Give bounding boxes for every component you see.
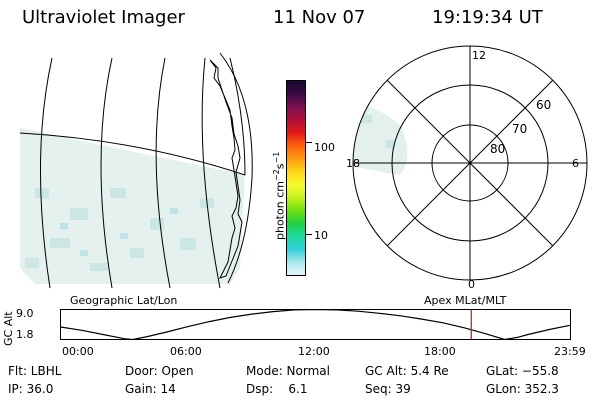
- lat-label-60: 60: [536, 98, 551, 112]
- date-label: 11 Nov 07: [273, 7, 366, 28]
- mlt-label-18: 18: [346, 157, 360, 170]
- status-glon: GLon: 352.3: [486, 382, 559, 396]
- status-ip: IP: 36.0: [8, 382, 54, 396]
- x-tick-0000: 00:00: [62, 345, 94, 358]
- gc-alt-axis-label: GC Alt: [2, 311, 15, 346]
- status-door: Door: Open: [125, 364, 194, 378]
- lat-label-80: 80: [490, 142, 505, 156]
- x-tick-1200: 12:00: [298, 345, 330, 358]
- altitude-plot-frame: [60, 309, 571, 340]
- polar-plot: 12 18 6 0 60 70 80: [346, 45, 588, 291]
- status-gcalt: GC Alt: 5.4 Re: [365, 364, 449, 378]
- latitude-line: [20, 132, 246, 176]
- altitude-series-line-0: [60, 309, 571, 341]
- y-tick-1-8: 1.8: [16, 328, 34, 341]
- geographic-map: [20, 52, 253, 289]
- geographic-label: Geographic Lat/Lon: [70, 294, 178, 307]
- coastline: [209, 59, 243, 279]
- status-mode: Mode: Normal: [246, 364, 330, 378]
- colorbar-tick-10: [306, 234, 312, 235]
- colorbar-label-10: 10: [314, 229, 328, 242]
- x-tick-0600: 06:00: [170, 345, 202, 358]
- mlt-label-12: 12: [472, 49, 486, 62]
- x-tick-2359: 23:59: [554, 345, 586, 358]
- x-tick-1800: 18:00: [424, 345, 456, 358]
- status-seq: Seq: 39: [365, 382, 411, 396]
- status-gain: Gain: 14: [125, 382, 176, 396]
- longitude-lines: [40, 57, 246, 289]
- status-flt: Flt: LBHL: [8, 364, 62, 378]
- colorbar-unit-label: photon cm−2s−1: [272, 151, 287, 240]
- instrument-title: Ultraviolet Imager: [22, 7, 185, 28]
- mlt-label-6: 6: [572, 157, 579, 170]
- earth-limb: [219, 52, 253, 284]
- lat-label-70: 70: [512, 122, 527, 136]
- apex-label: Apex MLat/MLT: [424, 294, 507, 307]
- colorbar-label-100: 100: [314, 141, 335, 154]
- aurora-emission-region: [20, 128, 245, 284]
- mlt-label-0: 0: [468, 278, 475, 291]
- status-dsp: Dsp: 6.1: [246, 382, 308, 396]
- time-label: 19:19:34 UT: [432, 7, 543, 28]
- meridian-diagonal-b: [386, 79, 554, 247]
- colorbar-tick-100: [306, 142, 312, 143]
- colorbar: [286, 80, 306, 276]
- y-tick-9: 9.0: [16, 307, 34, 320]
- altitude-plot: [60, 309, 571, 341]
- status-glat: GLat: −55.8: [486, 364, 559, 378]
